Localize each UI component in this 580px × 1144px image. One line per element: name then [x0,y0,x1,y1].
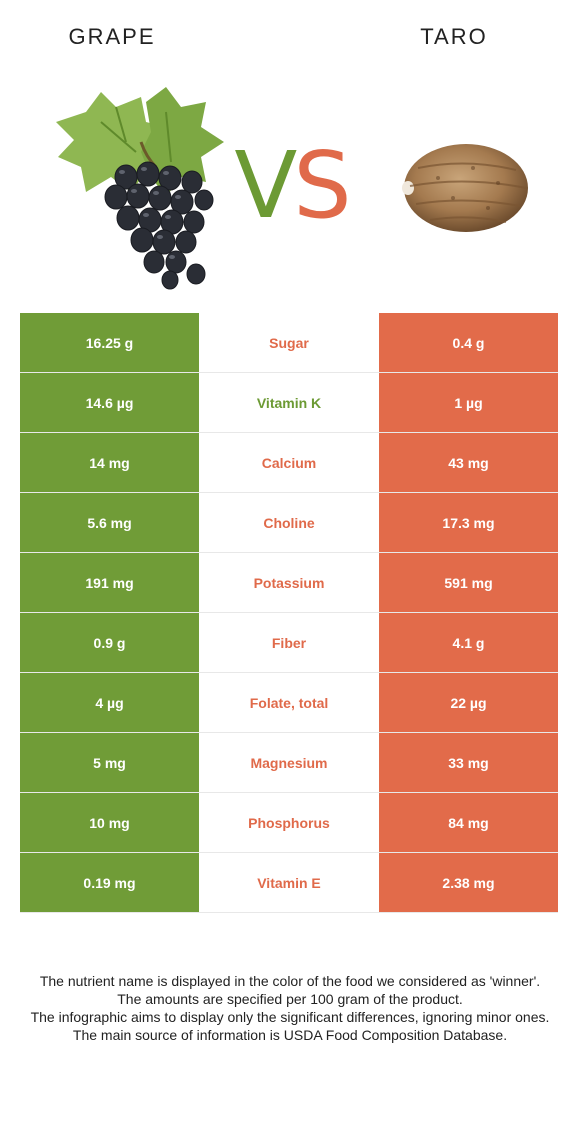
nutrient-name: Vitamin E [199,852,379,913]
table-row: 16.25 g Sugar 0.4 g [20,313,558,373]
taro-value: 33 mg [379,732,558,793]
nutrient-name: Phosphorus [199,792,379,853]
taro-image [402,144,528,232]
taro-value: 1 µg [379,372,558,433]
nutrient-name: Magnesium [199,732,379,793]
vs-v: V [234,132,297,239]
table-row: 4 µg Folate, total 22 µg [20,672,558,733]
grape-value: 14 mg [20,432,199,493]
grape-value: 0.9 g [20,612,199,673]
nutrient-name: Folate, total [199,672,379,733]
table-row: 0.9 g Fiber 4.1 g [20,612,558,673]
footer-line-3: The infographic aims to display only the… [30,1009,550,1025]
grape-value: 4 µg [20,672,199,733]
table-row: 5 mg Magnesium 33 mg [20,732,558,793]
grape-value: 16.25 g [20,313,199,373]
taro-value: 43 mg [379,432,558,493]
table-row: 0.19 mg Vitamin E 2.38 mg [20,852,558,913]
footer-line-2: The amounts are specified per 100 gram o… [117,991,463,1007]
table-row: 10 mg Phosphorus 84 mg [20,792,558,853]
left-food-title: GRAPE [68,24,156,49]
taro-value: 22 µg [379,672,558,733]
grape-value: 191 mg [20,552,199,613]
grape-value: 14.6 µg [20,372,199,433]
taro-value: 2.38 mg [379,852,558,913]
footer-line-1: The nutrient name is displayed in the co… [39,973,541,989]
grape-value: 5.6 mg [20,492,199,553]
nutrient-name: Fiber [199,612,379,673]
footer-line-4: The main source of information is USDA F… [72,1027,508,1043]
grape-value: 0.19 mg [20,852,199,913]
nutrient-name: Calcium [199,432,379,493]
right-food-title: TARO [420,24,488,49]
grape-value: 10 mg [20,792,199,853]
taro-value: 84 mg [379,792,558,853]
nutrient-name: Choline [199,492,379,553]
vs-s: S [293,132,351,239]
grape-image [56,87,224,290]
taro-value: 0.4 g [379,313,558,373]
taro-value: 591 mg [379,552,558,613]
vs-label: VS [226,138,356,234]
table-row: 14 mg Calcium 43 mg [20,432,558,493]
taro-value: 4.1 g [379,612,558,673]
grape-value: 5 mg [20,732,199,793]
table-row: 191 mg Potassium 591 mg [20,552,558,613]
nutrient-name: Vitamin K [199,372,379,433]
nutrient-name: Potassium [199,552,379,613]
taro-value: 17.3 mg [379,492,558,553]
nutrient-name: Sugar [199,313,379,373]
table-row: 5.6 mg Choline 17.3 mg [20,492,558,553]
footer-notes: The nutrient name is displayed in the co… [14,972,566,1044]
